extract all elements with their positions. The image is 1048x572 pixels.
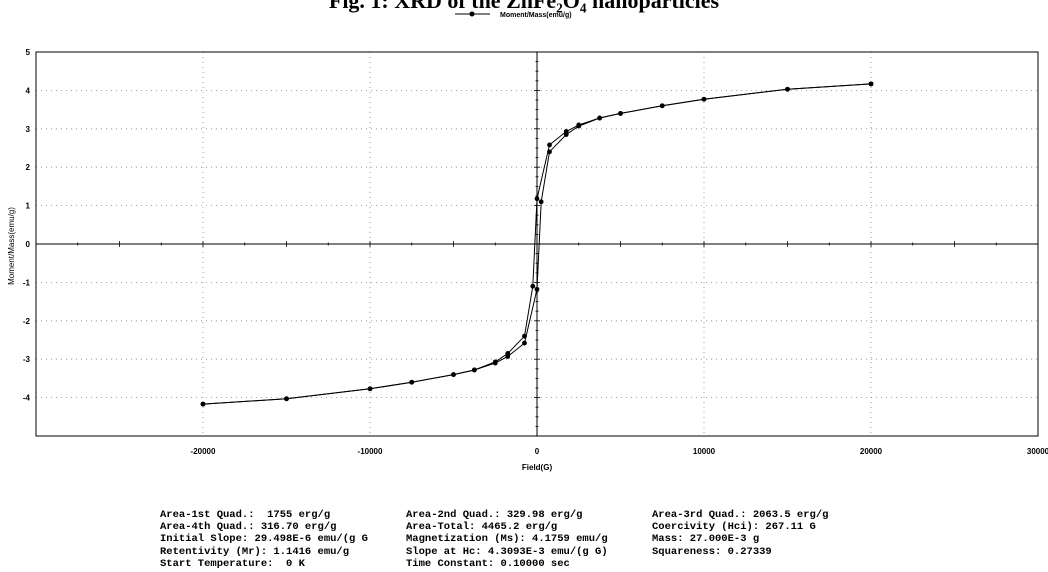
data-point <box>534 286 540 292</box>
data-point <box>284 396 289 402</box>
data-point <box>547 142 552 148</box>
stat-cell: Magnetization (Ms): 4.1759 emu/g <box>406 533 608 546</box>
data-point <box>409 379 415 385</box>
data-point <box>563 132 569 137</box>
y-tick-label: 0 <box>26 240 31 249</box>
y-tick-label: -3 <box>23 355 31 364</box>
data-point <box>868 81 874 87</box>
data-point <box>505 354 511 359</box>
y-tick-label: -4 <box>23 394 31 403</box>
y-tick-label: -2 <box>23 317 31 326</box>
stat-cell: Slope at Hc: 4.3093E-3 emu/(g G) <box>406 545 608 558</box>
stat-cell: Area-4th Quad.: 316.70 erg/g <box>160 521 337 534</box>
data-point <box>538 199 544 205</box>
data-point <box>618 111 623 116</box>
x-tick-label: -10000 <box>358 447 383 456</box>
x-tick-label: 10000 <box>693 447 716 456</box>
x-tick-label: 20000 <box>860 447 883 456</box>
data-point <box>597 115 603 121</box>
x-tick-label: -20000 <box>191 447 216 456</box>
stats-row: Area-1st Quad.: 1755 erg/g Area-2nd Quad.… <box>160 509 892 521</box>
data-point <box>701 96 707 102</box>
stats-row: Start Temperature: 0 K Time Constant: 0.1… <box>160 558 892 570</box>
hysteresis-chart: Moment/Mass(emu/g) -20000 -10000 0 10000 200… <box>7 11 1048 472</box>
axes-layer <box>35 51 1039 437</box>
y-axis-label: Moment/Mass(emu/g) <box>7 207 16 285</box>
stat-cell: Area-Total: 4465.2 erg/g <box>406 521 558 534</box>
y-tick-label: -1 <box>23 278 31 287</box>
stat-cell: Area-1st Quad.: 1755 erg/g <box>160 509 331 521</box>
x-tick-label: 30000 <box>1027 447 1048 456</box>
stats-row: Area-4th Quad.: 316.70 erg/g Area-Total: … <box>160 521 892 533</box>
series-line-ascending <box>202 83 872 405</box>
data-point <box>451 372 456 377</box>
data-point <box>200 401 206 407</box>
stat-cell <box>652 558 892 570</box>
y-tick-label: 2 <box>26 163 31 172</box>
stat-cell: Time Constant: 0.10000 sec <box>406 557 570 570</box>
data-point <box>530 283 536 289</box>
data-point <box>367 386 373 392</box>
data-point <box>492 360 498 366</box>
stat-cell: Start Temperature: 0 K <box>160 557 305 570</box>
stat-cell: Initial Slope: 29.498E-6 emu/(g G <box>160 533 368 546</box>
data-point <box>659 103 665 109</box>
data-point <box>547 149 552 155</box>
tick-label-layer: -20000 -10000 0 10000 20000 30000 -4 -3 -2 -1 0 1 2 3… <box>23 48 1048 456</box>
y-tick-label: 3 <box>26 125 31 134</box>
stat-cell: Mass: 27.000E-3 g <box>652 533 760 546</box>
y-tick-label: 5 <box>26 48 31 57</box>
x-axis-label: Field(G) <box>522 463 553 472</box>
figure-caption: Fig. 1: XRD of the ZnFe₂O₄ nanoparticles <box>328 0 720 13</box>
data-point <box>522 340 527 346</box>
stat-cell: Squareness: 0.27339 <box>652 545 772 558</box>
data-point <box>534 196 540 202</box>
legend-marker <box>469 11 475 17</box>
series-layer <box>200 81 874 407</box>
stat-cell: Area-3rd Quad.: 2063.5 erg/g <box>652 509 829 521</box>
legend-label: Moment/Mass(emu/g) <box>500 12 572 19</box>
stats-row: Initial Slope: 29.498E-6 emu/(g G Magneti… <box>160 533 892 545</box>
data-point <box>576 123 582 129</box>
measurement-stats: Area-1st Quad.: 1755 erg/g Area-2nd Quad.… <box>160 509 892 570</box>
stat-cell: Area-2nd Quad.: 329.98 erg/g <box>406 509 583 521</box>
y-tick-label: 1 <box>26 202 31 211</box>
data-point <box>471 367 477 373</box>
chart-legend: Moment/Mass(emu/g) <box>455 11 572 19</box>
stats-row: Retentivity (Mr): 1.1416 emu/g Slope at H… <box>160 546 892 558</box>
stat-cell: Coercivity (Hci): 267.11 G <box>652 521 816 534</box>
data-point <box>785 86 790 92</box>
stat-cell: Retentivity (Mr): 1.1416 emu/g <box>160 545 350 558</box>
x-tick-label: 0 <box>535 447 540 456</box>
y-tick-label: 4 <box>26 86 31 95</box>
